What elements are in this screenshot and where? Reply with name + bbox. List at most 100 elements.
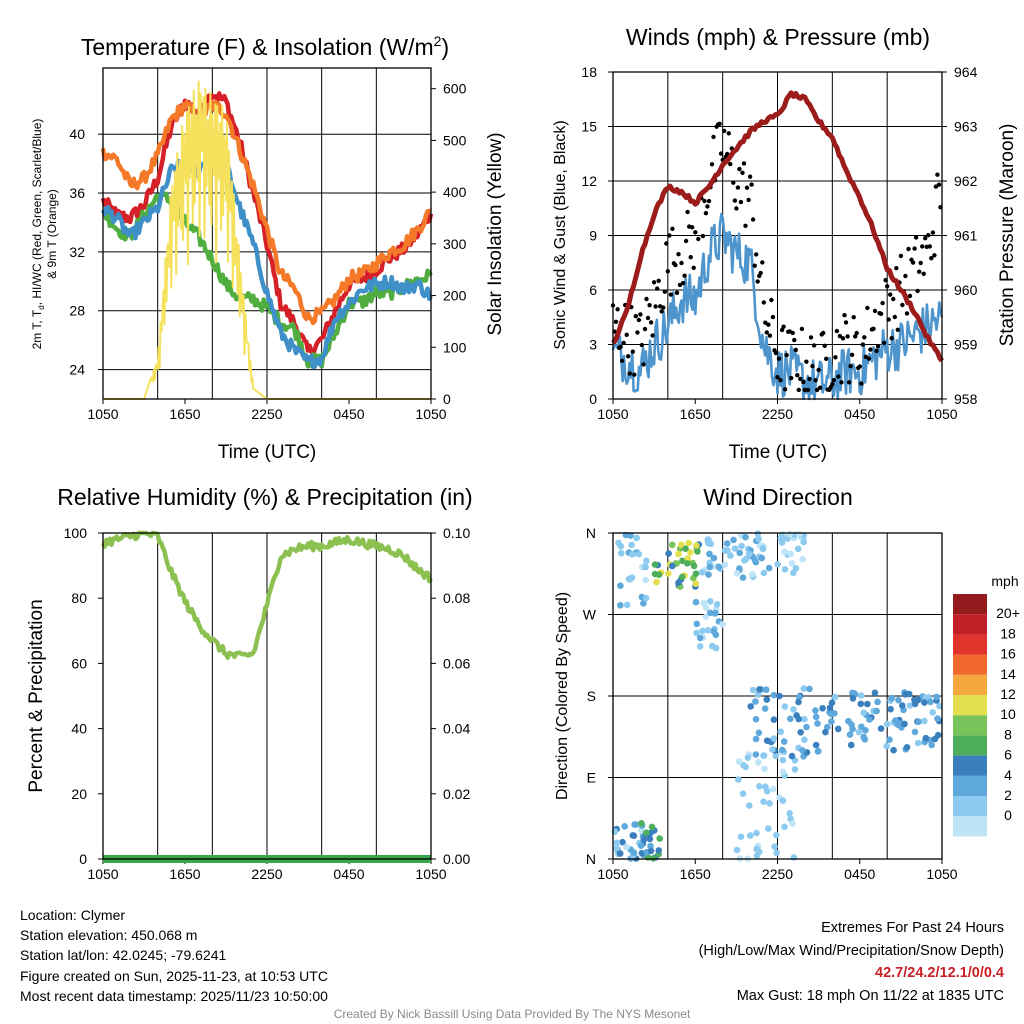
direction-point: [754, 691, 762, 698]
temp-ytick-label: 32: [69, 244, 85, 260]
gust-point: [830, 381, 835, 387]
direction-point: [637, 842, 645, 849]
direction-point: [789, 820, 796, 827]
direction-point: [675, 579, 682, 586]
direction-point: [619, 838, 626, 846]
direction-point: [692, 580, 700, 587]
direction-point: [684, 560, 691, 567]
direction-point: [815, 747, 822, 755]
direction-point: [708, 642, 716, 650]
legend-label: 0: [1004, 807, 1012, 823]
gust-point: [641, 362, 646, 367]
gust-point: [638, 312, 643, 317]
gust-point: [750, 217, 756, 222]
direction-point: [653, 578, 660, 586]
direction-point: [934, 715, 941, 722]
gust-point: [798, 376, 803, 382]
gust-point: [851, 315, 856, 320]
gust-point: [932, 253, 937, 258]
direction-point: [733, 846, 741, 854]
temp-ytick-label-right: 300: [443, 236, 467, 252]
temp-xtick-label: 0450: [333, 406, 364, 422]
direction-point: [705, 536, 712, 543]
wind-ytick-label-right: 963: [954, 119, 978, 135]
direction-point: [727, 552, 734, 559]
extremes-subtitle: (High/Low/Max Wind/Precipitation/Snow De…: [698, 942, 1004, 959]
gust-point: [758, 270, 763, 276]
legend-label: 6: [1004, 747, 1012, 763]
direction-point: [873, 707, 880, 715]
legend-label: 8: [1004, 726, 1012, 742]
gust-point: [903, 273, 908, 279]
direction-point: [861, 736, 869, 743]
gust-point: [936, 182, 942, 187]
direction-point: [860, 709, 867, 716]
direction-point: [871, 689, 879, 697]
gust-point: [659, 309, 664, 314]
direction-point: [887, 705, 894, 713]
gust-point: [635, 330, 640, 335]
gust-point: [892, 314, 897, 320]
gust-point: [834, 328, 840, 334]
legend-swatch: [953, 614, 987, 635]
temp-xlabel: Time (UTC): [218, 442, 317, 463]
direction-point: [759, 545, 767, 552]
gust-point: [667, 233, 672, 238]
speed-legend: mph 0 2 4 6 8 10 12 14 16 18 20+: [953, 573, 1020, 837]
direction-point: [828, 699, 836, 707]
gust-point: [860, 342, 865, 347]
temp-ytick-label: 28: [69, 303, 85, 319]
gust-point: [782, 387, 788, 392]
gust-point: [805, 387, 811, 393]
gust-point: [655, 286, 660, 291]
direction-point: [665, 550, 672, 557]
gust-point: [799, 326, 805, 332]
direction-point: [895, 720, 903, 727]
gust-point: [691, 265, 696, 270]
rh-title: Relative Humidity (%) & Precipitation (i…: [57, 484, 472, 510]
gust-point: [779, 327, 785, 333]
direction-point: [617, 602, 624, 609]
rh-ytick-label-right: 0.00: [443, 851, 470, 867]
gust-point: [859, 381, 864, 386]
direction-point: [753, 852, 761, 859]
temp-ytick-label-right: 500: [443, 132, 467, 148]
direction-point: [828, 718, 835, 725]
direction-point: [801, 736, 808, 744]
gust-point: [700, 233, 706, 239]
gust-point: [766, 322, 771, 327]
rh-ytick-label: 20: [71, 786, 87, 802]
gust-point: [728, 161, 733, 167]
wind-ytick-label: 3: [589, 337, 597, 353]
gust-point: [685, 209, 690, 215]
direction-point: [760, 798, 767, 805]
direction-point: [933, 693, 940, 701]
gust-point: [706, 198, 712, 204]
direction-point: [790, 854, 798, 861]
gust-point: [664, 241, 669, 246]
gust-point: [923, 236, 928, 241]
direction-point: [655, 571, 663, 578]
direction-point: [877, 725, 885, 732]
direction-point: [795, 693, 803, 701]
gust-point: [807, 376, 812, 382]
legend-swatch: [953, 735, 987, 756]
direction-point: [646, 835, 654, 843]
gust-point: [743, 223, 748, 228]
rh-xtick-label: 0450: [333, 866, 364, 882]
rh-ytick-label-right: 0.04: [443, 721, 470, 737]
gust-point: [821, 330, 826, 336]
9m-t-line: [100, 99, 432, 326]
direction-point: [737, 833, 745, 840]
gust-point: [703, 211, 709, 216]
direction-point: [642, 594, 650, 602]
gust-point: [673, 262, 678, 268]
direction-point: [921, 699, 928, 706]
gust-point: [874, 348, 879, 354]
direction-point: [787, 715, 794, 723]
gust-point: [926, 233, 931, 238]
direction-point: [791, 766, 799, 773]
gust-point: [690, 225, 695, 230]
gust-point: [880, 300, 885, 306]
wind-ytick-label: 9: [589, 228, 597, 244]
